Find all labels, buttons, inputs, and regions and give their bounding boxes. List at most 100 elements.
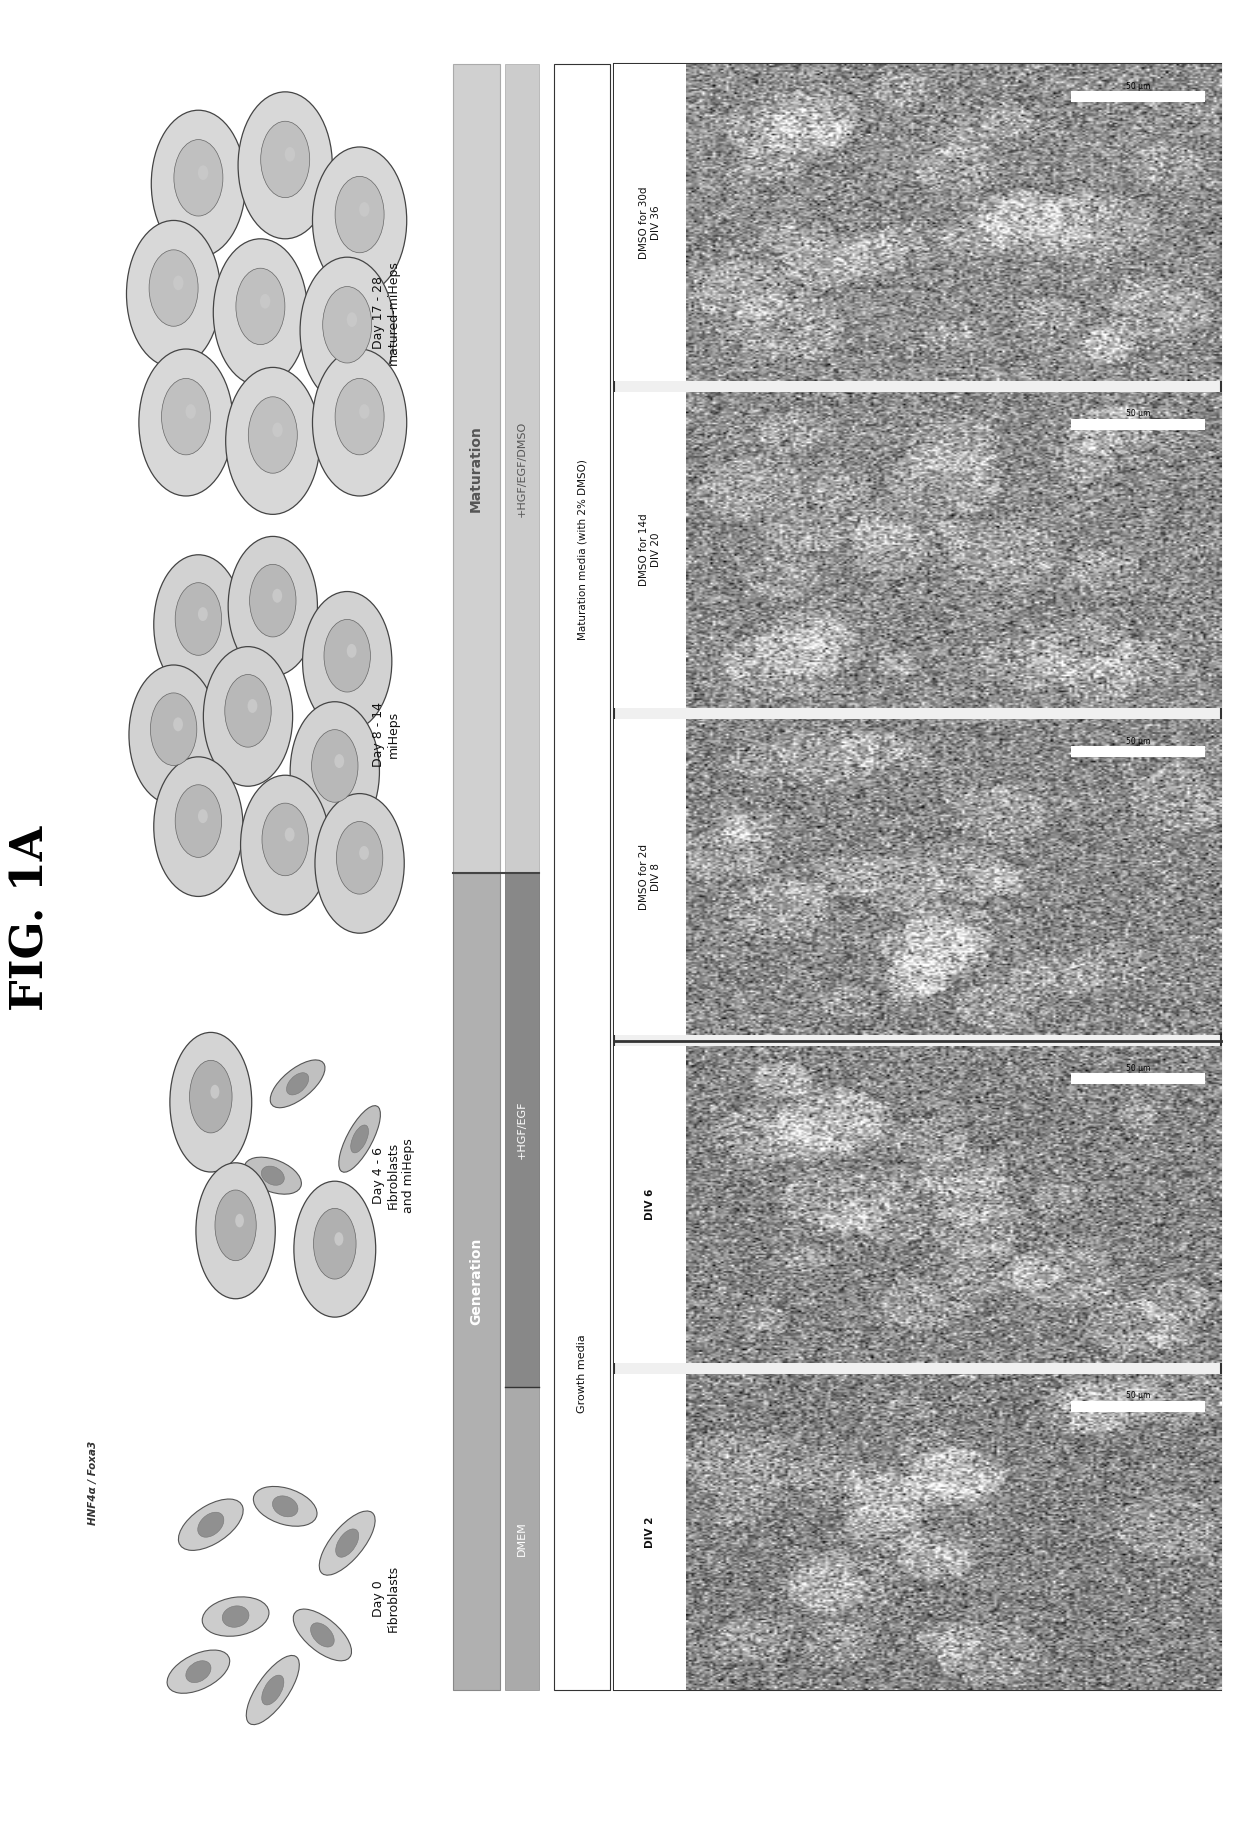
Ellipse shape: [322, 287, 372, 364]
Ellipse shape: [336, 821, 383, 895]
Ellipse shape: [126, 220, 221, 367]
Ellipse shape: [198, 808, 208, 823]
Bar: [614, 1047, 686, 1363]
Bar: [505, 64, 539, 873]
Ellipse shape: [228, 536, 317, 676]
Ellipse shape: [139, 349, 233, 496]
Text: DMEM: DMEM: [517, 1521, 527, 1556]
Ellipse shape: [273, 423, 283, 437]
Ellipse shape: [312, 147, 407, 294]
Ellipse shape: [241, 775, 330, 915]
Ellipse shape: [170, 1032, 252, 1172]
Text: HNF4α / Foxa3: HNF4α / Foxa3: [88, 1440, 98, 1525]
Ellipse shape: [360, 202, 370, 217]
Text: +HGF/EGF/DMSO: +HGF/EGF/DMSO: [517, 421, 527, 516]
Ellipse shape: [294, 1181, 376, 1317]
Ellipse shape: [262, 1675, 284, 1705]
Ellipse shape: [226, 367, 320, 514]
Ellipse shape: [303, 592, 392, 731]
Bar: [505, 873, 539, 1387]
Ellipse shape: [290, 702, 379, 841]
Bar: [614, 1374, 686, 1690]
Ellipse shape: [197, 1512, 224, 1538]
Text: DIV 6: DIV 6: [645, 1189, 655, 1220]
Ellipse shape: [186, 1661, 211, 1683]
Text: +HGF/EGF: +HGF/EGF: [517, 1100, 527, 1159]
Text: FIG. 1A: FIG. 1A: [10, 827, 52, 1010]
Text: DMSO for 14d
DIV 20: DMSO for 14d DIV 20: [639, 514, 661, 586]
Ellipse shape: [312, 349, 407, 496]
Ellipse shape: [248, 698, 258, 713]
Bar: [614, 64, 686, 380]
Ellipse shape: [300, 257, 394, 404]
Ellipse shape: [260, 121, 310, 198]
Ellipse shape: [319, 1512, 376, 1574]
Text: Growth media: Growth media: [577, 1334, 588, 1413]
Ellipse shape: [314, 1209, 356, 1279]
Ellipse shape: [262, 803, 309, 876]
Ellipse shape: [203, 647, 293, 786]
Ellipse shape: [286, 1073, 309, 1095]
Ellipse shape: [236, 1214, 244, 1227]
Ellipse shape: [179, 1499, 243, 1550]
Bar: [614, 718, 686, 1036]
Bar: [453, 64, 500, 873]
Ellipse shape: [335, 176, 384, 254]
Ellipse shape: [236, 268, 285, 345]
Ellipse shape: [273, 1495, 298, 1517]
Text: Maturation media (with 2% DMSO): Maturation media (with 2% DMSO): [577, 459, 588, 641]
Ellipse shape: [222, 1606, 249, 1628]
Ellipse shape: [215, 1190, 257, 1260]
Ellipse shape: [186, 404, 196, 419]
Bar: [505, 1387, 539, 1690]
Text: DMSO for 30d
DIV 36: DMSO for 30d DIV 36: [639, 186, 661, 259]
Ellipse shape: [360, 845, 370, 860]
Ellipse shape: [315, 794, 404, 933]
Text: Maturation: Maturation: [469, 424, 484, 513]
Ellipse shape: [175, 784, 222, 858]
Ellipse shape: [129, 665, 218, 805]
Ellipse shape: [335, 378, 384, 456]
Ellipse shape: [211, 1084, 219, 1099]
Ellipse shape: [196, 1163, 275, 1299]
Ellipse shape: [202, 1596, 269, 1637]
Ellipse shape: [285, 147, 295, 162]
Ellipse shape: [149, 250, 198, 327]
Ellipse shape: [213, 239, 308, 386]
Ellipse shape: [335, 753, 345, 768]
Ellipse shape: [249, 564, 296, 637]
Ellipse shape: [260, 294, 270, 309]
Ellipse shape: [339, 1106, 381, 1172]
Ellipse shape: [253, 1486, 317, 1527]
Ellipse shape: [190, 1060, 232, 1133]
Ellipse shape: [270, 1060, 325, 1108]
Ellipse shape: [347, 643, 357, 658]
Ellipse shape: [310, 1622, 335, 1648]
Ellipse shape: [198, 606, 208, 621]
Ellipse shape: [224, 674, 272, 748]
Ellipse shape: [174, 276, 184, 290]
Ellipse shape: [154, 757, 243, 896]
Ellipse shape: [294, 1609, 351, 1661]
Text: DMSO for 2d
DIV 8: DMSO for 2d DIV 8: [639, 845, 661, 909]
Ellipse shape: [167, 1650, 229, 1694]
Ellipse shape: [150, 693, 197, 766]
Ellipse shape: [311, 729, 358, 803]
Bar: [614, 391, 686, 707]
Ellipse shape: [247, 1655, 299, 1725]
Text: Day 0
Fibroblasts: Day 0 Fibroblasts: [372, 1565, 401, 1631]
Ellipse shape: [360, 404, 370, 419]
Ellipse shape: [175, 582, 222, 656]
Ellipse shape: [347, 312, 357, 327]
Ellipse shape: [262, 1166, 284, 1185]
Ellipse shape: [154, 555, 243, 694]
Text: Day 17 - 28
matured-miHeps: Day 17 - 28 matured-miHeps: [372, 259, 401, 366]
Ellipse shape: [151, 110, 246, 257]
Ellipse shape: [324, 619, 371, 693]
Bar: [453, 873, 500, 1690]
Ellipse shape: [161, 378, 211, 456]
Ellipse shape: [336, 1528, 358, 1558]
Ellipse shape: [174, 140, 223, 217]
Bar: [614, 64, 1221, 1690]
Ellipse shape: [351, 1124, 368, 1154]
